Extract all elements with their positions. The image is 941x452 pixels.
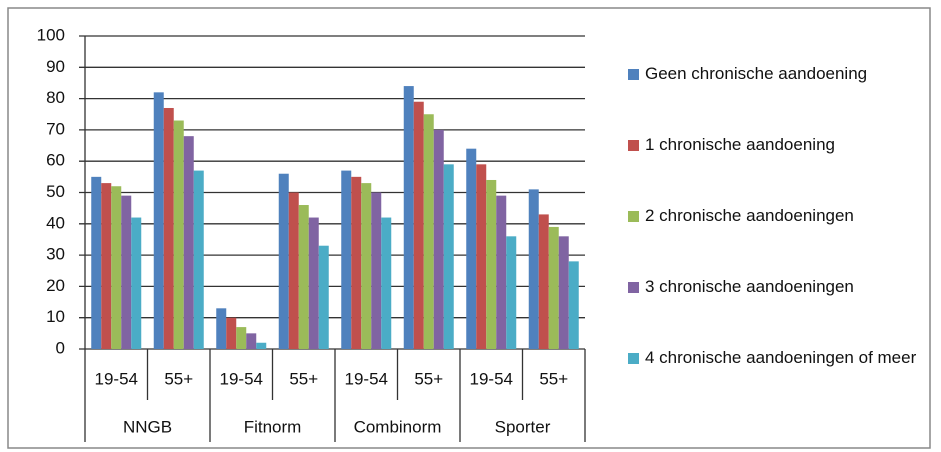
bar <box>111 186 122 349</box>
group-label: Combinorm <box>354 417 442 436</box>
y-tick-label: 30 <box>46 245 65 264</box>
bar <box>403 86 414 349</box>
bar <box>486 179 497 349</box>
legend-swatch <box>628 353 639 364</box>
y-tick-label: 100 <box>37 25 65 44</box>
bar <box>341 170 352 349</box>
bar <box>216 308 227 349</box>
bar <box>433 129 444 349</box>
legend-swatch <box>628 140 639 151</box>
legend-item: Geen chronische aandoening <box>628 62 928 133</box>
group-label: NNGB <box>123 417 172 436</box>
bar <box>528 189 539 349</box>
legend-swatch <box>628 69 639 80</box>
legend: Geen chronische aandoening 1 chronische a… <box>628 62 928 417</box>
y-tick-label: 70 <box>46 119 65 138</box>
bar <box>298 205 309 349</box>
y-tick-label: 80 <box>46 88 65 107</box>
bar <box>538 214 549 349</box>
bar <box>131 217 142 349</box>
bar <box>183 136 194 349</box>
bar <box>256 342 267 349</box>
bar <box>371 192 382 349</box>
group-label: Fitnorm <box>244 417 302 436</box>
legend-label: Geen chronische aandoening <box>645 64 868 83</box>
bar <box>351 176 362 349</box>
bar <box>226 317 237 349</box>
bar <box>121 195 132 349</box>
bar <box>568 261 579 349</box>
bar <box>466 148 477 349</box>
legend-swatch <box>628 211 639 222</box>
legend-item: 3 chronische aandoeningen <box>628 275 928 346</box>
bar <box>236 327 247 349</box>
legend-item: 2 chronische aandoeningen <box>628 204 928 275</box>
x-tick-label: 19-54 <box>220 369 263 388</box>
bar <box>476 164 487 349</box>
y-tick-label: 60 <box>46 151 65 170</box>
bar <box>163 107 174 350</box>
bar <box>506 236 517 349</box>
legend-label: 4 chronische aandoeningen of meer <box>645 348 917 367</box>
bar <box>423 114 434 349</box>
bar <box>381 217 392 349</box>
y-tick-label: 40 <box>46 213 65 232</box>
bar <box>318 245 329 349</box>
bar <box>443 164 454 349</box>
y-tick-label: 0 <box>56 338 65 357</box>
legend-item: 1 chronische aandoening <box>628 133 928 204</box>
bar <box>278 173 289 349</box>
y-tick-label: 50 <box>46 182 65 201</box>
bar <box>173 120 184 349</box>
legend-label: 3 chronische aandoeningen <box>645 277 854 296</box>
bar <box>91 176 102 349</box>
x-tick-label: 19-54 <box>95 369 138 388</box>
legend-swatch <box>628 282 639 293</box>
legend-label: 2 chronische aandoeningen <box>645 206 854 225</box>
x-tick-label: 19-54 <box>345 369 388 388</box>
bar <box>246 333 257 349</box>
x-tick-label: 19-54 <box>470 369 513 388</box>
bar <box>153 92 164 349</box>
bar <box>548 226 559 349</box>
bar <box>193 170 204 349</box>
bar <box>361 183 372 349</box>
legend-label: 1 chronische aandoening <box>645 135 835 154</box>
x-tick-label: 55+ <box>164 369 193 388</box>
group-label: Sporter <box>495 417 551 436</box>
x-tick-label: 55+ <box>414 369 443 388</box>
y-tick-label: 10 <box>46 307 65 326</box>
bar <box>413 101 424 349</box>
y-tick-label: 20 <box>46 276 65 295</box>
y-tick-label: 90 <box>46 57 65 76</box>
bar <box>496 195 507 349</box>
bar <box>558 236 569 349</box>
x-tick-label: 55+ <box>289 369 318 388</box>
chart-border <box>7 7 931 449</box>
bar <box>308 217 319 349</box>
legend-item: 4 chronische aandoeningen of meer <box>628 346 928 417</box>
bar <box>288 192 299 349</box>
bar <box>101 183 112 349</box>
x-tick-label: 55+ <box>539 369 568 388</box>
